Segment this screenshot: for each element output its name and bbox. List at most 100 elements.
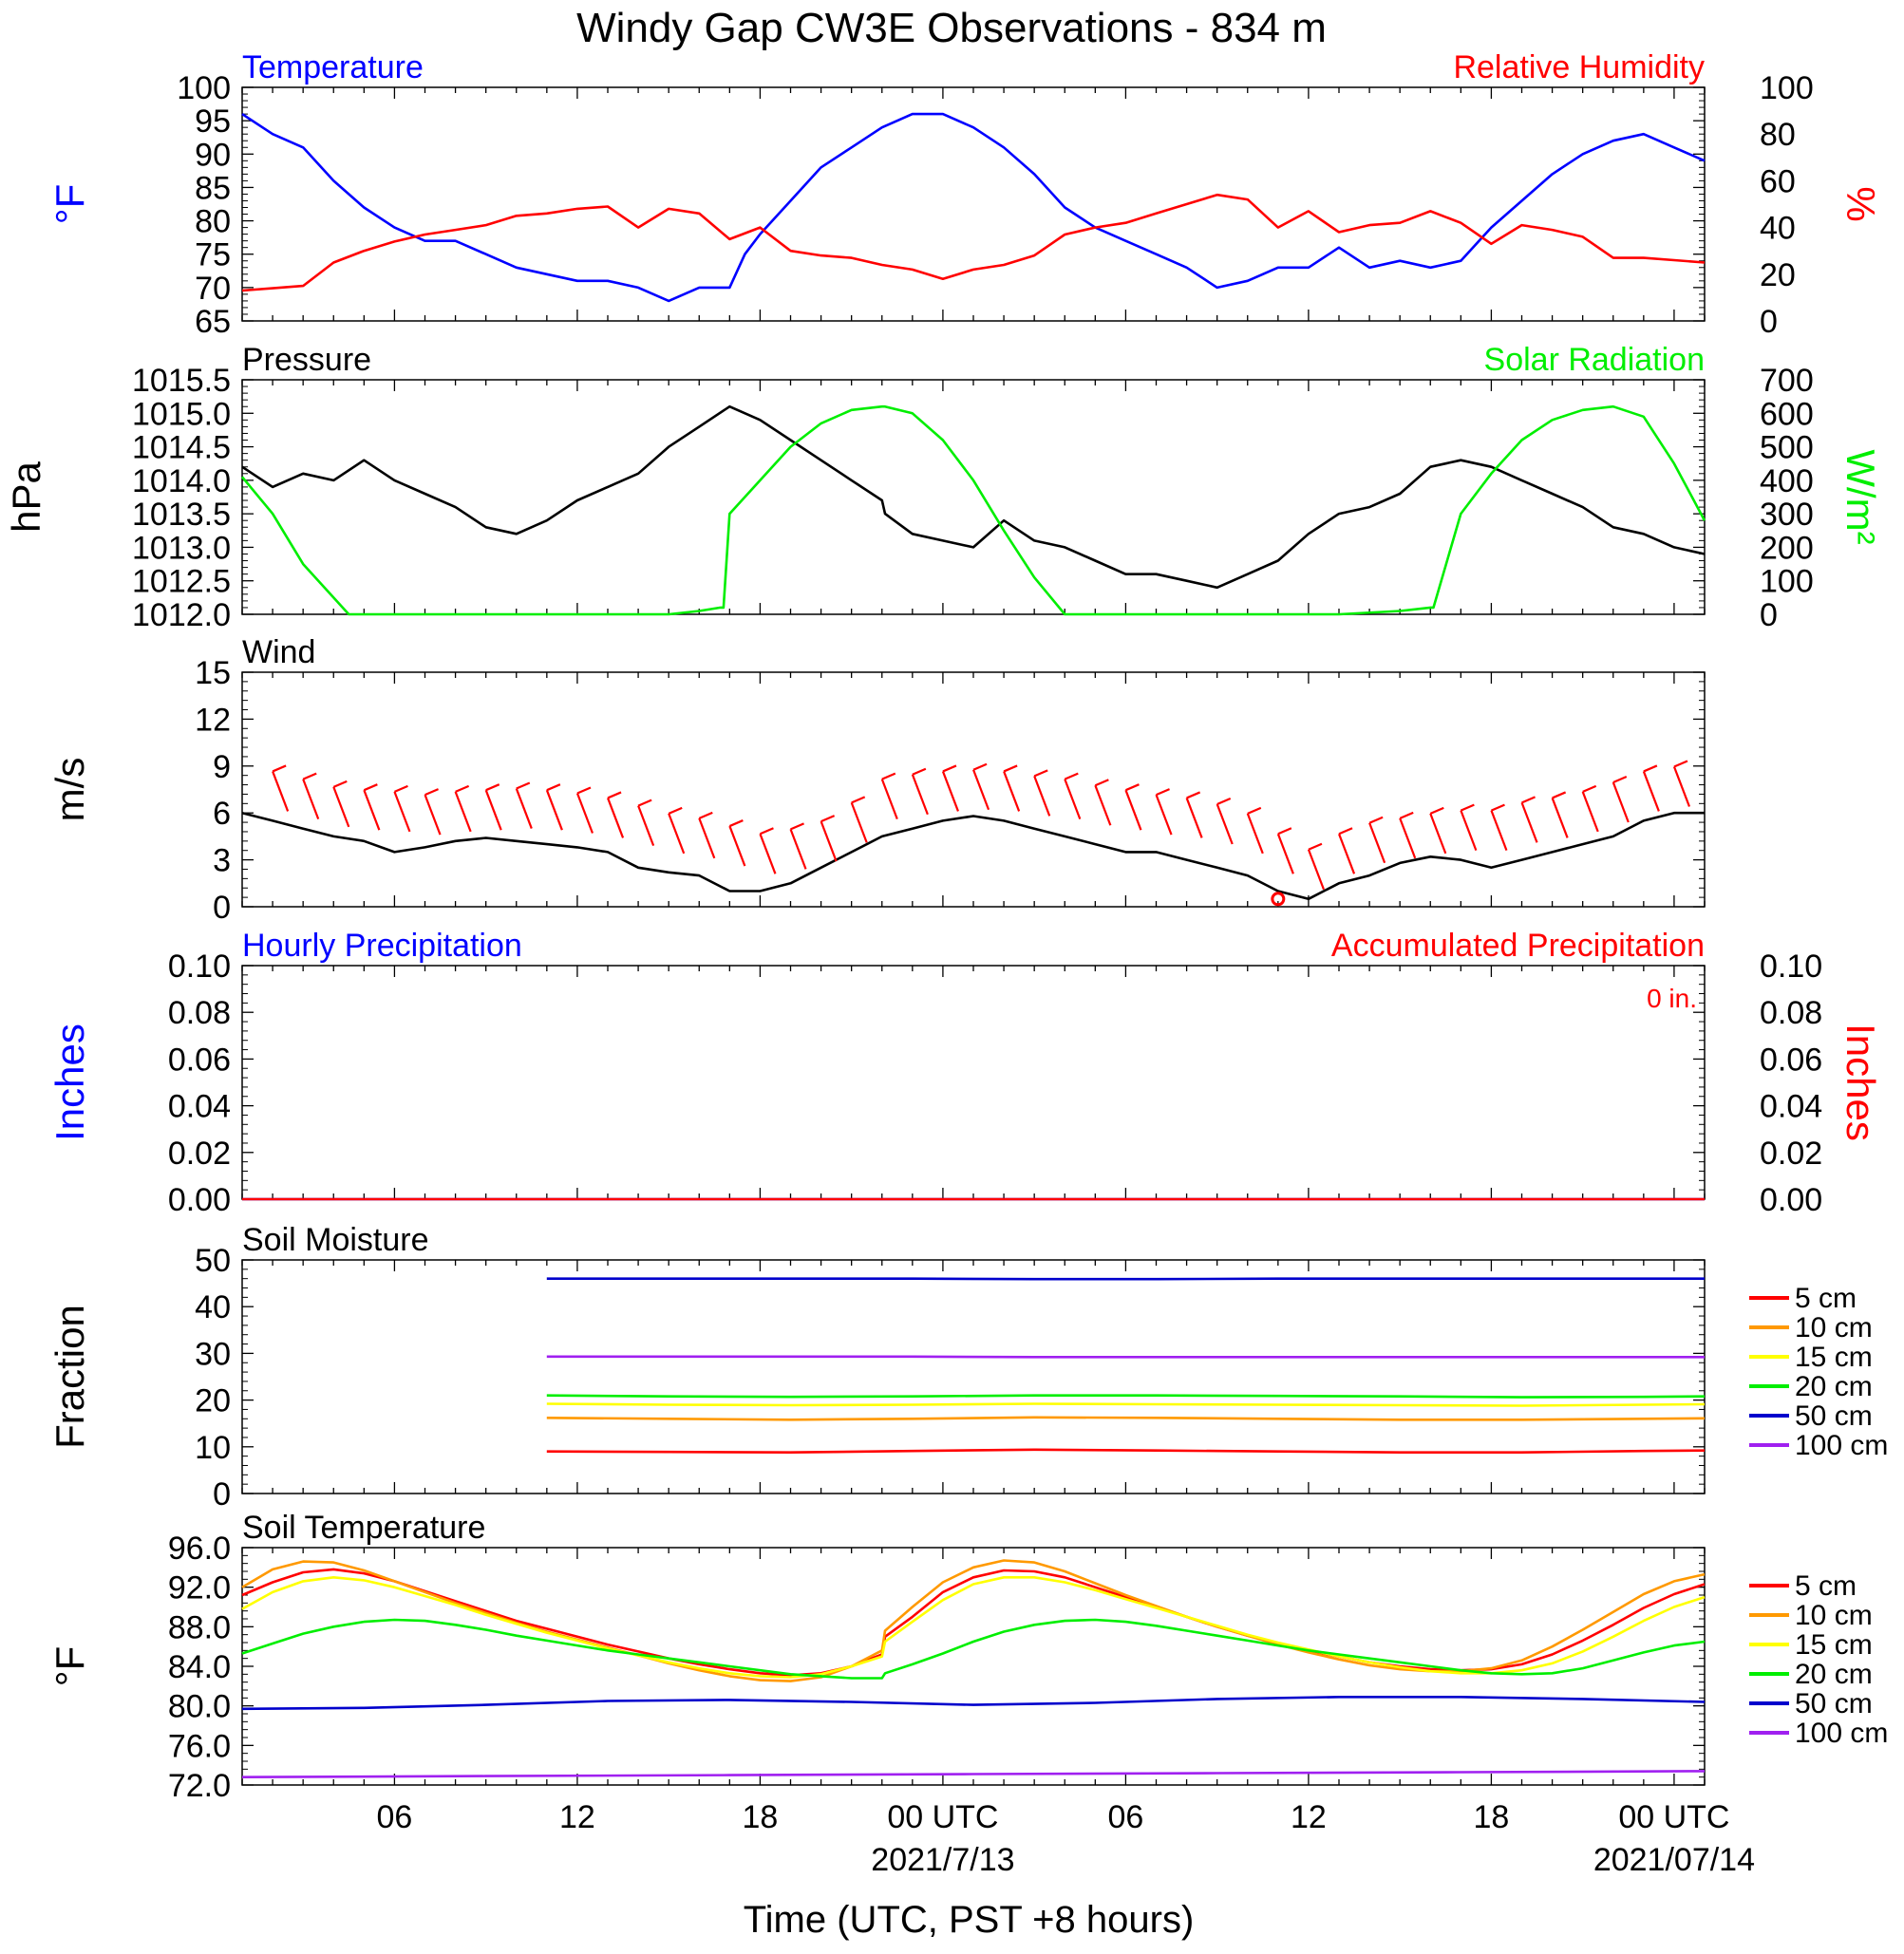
x-tick-label: 18 [743,1799,779,1835]
wind-barb-staff [545,789,563,831]
wind-barb-staff [941,771,959,812]
y-tick-label: 100 [177,70,231,106]
wind-barb-flag [394,784,408,793]
y-right-tick-label: 300 [1760,497,1814,533]
wind-barb-flag [516,781,531,790]
wind-barb [332,780,350,828]
wind-barb-staff [1216,803,1234,845]
y-tick-label: 0.10 [168,949,231,985]
wind-barb [272,764,290,812]
wind-barb [1094,779,1112,826]
panel-precipitation: 0.10 0.08 0.06 0.04 0.02 0.00 0.10 0.08 0.06 0.04… [47,928,1883,1218]
wind-barb-staff [698,817,716,859]
wind-barb-flag [760,827,774,836]
wind-barb-staff [1429,813,1447,855]
wind-barb-flag [424,788,439,797]
wind-barb-staff [1490,810,1508,851]
wind-barb [1612,775,1630,823]
series-solar-radiation [240,404,1706,616]
wind-barb-staff [1399,817,1417,859]
y-right-tick-label: 0.04 [1760,1089,1822,1125]
y-right-tick-label: 60 [1760,163,1796,199]
wind-barb-flag [1003,764,1018,773]
series-50-cm [546,1277,1705,1281]
series-100-cm [546,1355,1705,1359]
series-5-cm [546,1448,1706,1454]
wind-barb [911,767,929,816]
panel-title-left: Temperature [242,49,424,85]
y-tick-label: 95 [195,103,231,140]
wind-barb-flag [1612,775,1628,783]
legend-label: 100 cm [1795,1718,1888,1749]
wind-barb-staff [1033,775,1051,817]
panel-annotation: 0 in. [1647,984,1697,1013]
wind-barb [1003,764,1021,812]
y-tick-label: 12 [195,702,231,738]
wind-barb-staff [1307,849,1325,891]
y-tick-label: 30 [195,1336,231,1372]
wind-barb [1246,806,1264,855]
y-axis-label-left: Inches [47,1024,92,1141]
legend-label: 50 cm [1795,1400,1873,1432]
y-tick-label: 1012.5 [132,564,231,600]
wind-barb-flag [728,819,744,828]
wind-barb-flag [1308,842,1323,851]
wind-barb-flag [455,784,470,793]
wind-barb-staff [1520,801,1538,843]
legend-label: 50 cm [1795,1688,1873,1719]
panel-title-left: Pressure [242,342,371,378]
wind-barb-staff [668,813,686,855]
y-axis-label-left: °F [47,1646,92,1686]
wind-barb [1338,827,1356,874]
wind-barb-flag [1094,779,1109,787]
y-tick-label: 1015.0 [132,396,231,432]
wind-barb-staff [1185,798,1203,838]
y-tick-label: 84.0 [168,1649,231,1685]
y-right-tick-label: 0.06 [1760,1042,1822,1078]
wind-barb [1520,796,1538,843]
y-right-tick-label: 40 [1760,211,1796,247]
wind-barb-staff [789,828,807,870]
wind-barb-flag [485,783,500,792]
calm-marker [1271,892,1286,907]
x-tick-label: 00 UTC [887,1799,998,1835]
panel-title-left: Hourly Precipitation [242,928,522,964]
wind-barb [393,784,411,833]
wind-barb-staff [484,789,502,831]
panel-title-right: Accumulated Precipitation [1331,928,1705,964]
wind-barb-staff [515,788,533,829]
wind-barb [880,772,898,820]
wind-barb-flag [1338,827,1353,836]
x-tick-label: 12 [559,1799,595,1835]
y-tick-label: 65 [195,304,231,340]
wind-barb [1216,798,1234,845]
wind-barb-flag [1643,764,1658,773]
plot-frame [241,1259,1706,1494]
y-right-tick-label: 700 [1760,363,1814,399]
legend-label: 15 cm [1795,1342,1873,1373]
wind-barb [1429,806,1447,855]
y-tick-label: 85 [195,170,231,206]
panel-soil-temperature: 96.092.088.0 84.0 80.076.0 72.0 Soil Tempera… [47,1510,1888,1804]
wind-barb-flag [698,811,713,819]
y-tick-label: 88.0 [168,1609,231,1645]
y-right-tick-label: 0.08 [1760,995,1822,1031]
y-right-tick-label: 0.10 [1760,949,1822,985]
series-wind [241,811,1705,901]
wind-barb [1155,788,1173,836]
x-tick-label: 18 [1474,1799,1510,1835]
y-right-tick-label: 400 [1760,463,1814,499]
y-tick-label: 75 [195,237,231,273]
wind-barb-flag [576,786,592,795]
y-right-tick-label: 100 [1760,564,1814,600]
y-tick-label: 10 [195,1430,231,1466]
wind-barb-flag [1064,772,1079,780]
y-right-tick-label: 100 [1760,70,1814,106]
x-axis-label: Time (UTC, PST +8 hours) [744,1899,1195,1941]
plot-frame [241,965,1706,1200]
y-axis-label-left: °F [47,184,92,224]
wind-barb-staff [1276,833,1294,874]
wind-barb-flag [302,772,317,780]
